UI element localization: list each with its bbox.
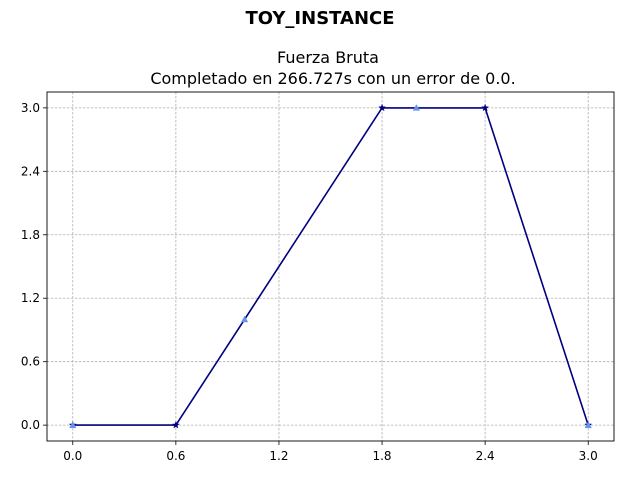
chart-subtitle: Completado en 266.727s con un error de 0… (150, 69, 515, 88)
x-tick-label: 3.0 (579, 449, 598, 463)
data-point (240, 315, 249, 323)
data-point (69, 421, 77, 428)
y-tick-label: 2.4 (21, 164, 40, 178)
y-tick-label: 0.0 (21, 418, 40, 432)
data-point (412, 104, 421, 111)
chart-suptitle: TOY_INSTANCE (245, 8, 394, 29)
data-point (481, 103, 490, 112)
plot-frame (46, 91, 615, 442)
y-tick-label: 3.0 (21, 101, 40, 115)
y-tick-label: 0.6 (21, 355, 40, 369)
x-tick-label: 1.2 (269, 449, 288, 463)
x-tick-label: 2.4 (476, 449, 495, 463)
y-tick-label: 1.2 (21, 291, 40, 305)
plot-area: 0.0 0.6 1.2 1.8 2.4 3.0 0.0 0.6 1.2 1.8 2.4 3.0 (21, 91, 615, 463)
y-tick-label: 1.8 (21, 228, 40, 242)
chart-title: Fuerza Bruta (277, 48, 379, 67)
series-line (72, 107, 589, 426)
x-tick-label: 0.6 (166, 449, 185, 463)
data-point (378, 103, 387, 112)
x-tick-label: 0.0 (63, 449, 82, 463)
data-point (584, 421, 592, 428)
data-point (171, 420, 180, 429)
x-tick-label: 1.8 (372, 449, 391, 463)
